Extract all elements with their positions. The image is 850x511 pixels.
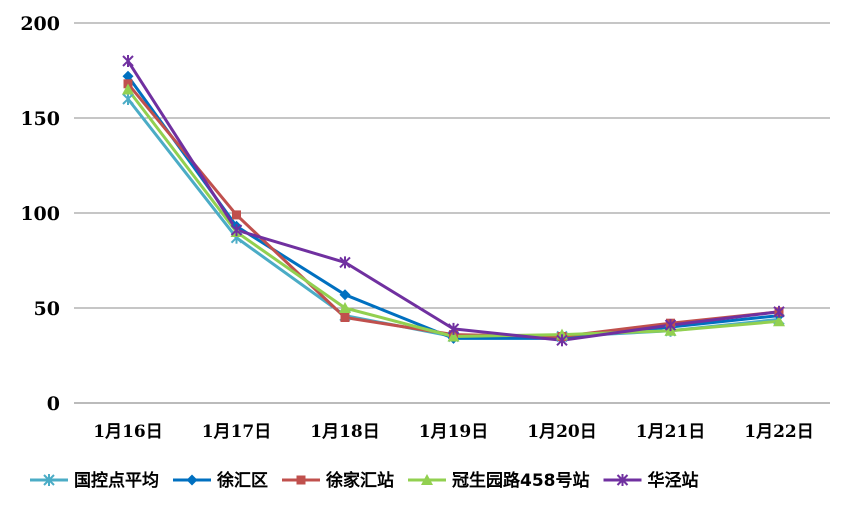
data-point [339,302,351,313]
data-point [773,315,785,327]
legend-label: 华泾站 [648,470,699,491]
x-tick-label: 1月17日 [202,422,272,442]
data-point [664,319,677,332]
data-point [232,210,241,220]
data-point [339,289,351,301]
x-tick-label: 1月19日 [419,422,489,442]
data-point [122,70,134,82]
legend-marker [421,474,433,485]
data-point [122,55,134,67]
data-point [556,334,568,347]
y-axis-tick-labels: 0 50 100 150 200 [20,13,60,415]
data-point [447,330,460,342]
legend-item-3: 冠生园路458号站 [408,470,590,491]
series-markers-4 [122,55,785,347]
series-markers [122,55,785,347]
series-lines [126,60,780,342]
legend-marker [296,475,306,485]
legend-marker [616,474,629,486]
data-point [773,305,785,318]
x-tick-label: 1月21日 [636,422,706,442]
data-point [122,83,134,95]
y-tick-label-150: 150 [20,108,60,130]
x-tick-label: 1月16日 [93,422,163,442]
legend-label: 徐汇区 [216,470,268,491]
legend-marker [43,474,55,486]
x-axis-tick-labels: 1月16日 1月17日 1月18日 1月19日 1月20日 1月21日 1月22日 [93,422,814,442]
legend-label: 国控点平均 [74,470,159,491]
data-point [340,313,350,322]
legend-label: 冠生园路458号站 [452,470,590,491]
series-line-1 [126,75,780,340]
legend-label: 徐家汇站 [325,470,394,491]
x-tick-label: 1月22日 [744,422,814,442]
legend-item-0: 国控点平均 [30,470,159,491]
legend-marker [186,474,198,486]
legend: 国控点平均 徐汇区 徐家汇站 冠生园路458号站 华泾站 [30,470,699,491]
legend-item-1: 徐汇区 [173,470,268,491]
data-point [447,322,460,335]
y-tick-label-200: 200 [20,13,60,35]
gridlines [74,22,830,404]
x-tick-label: 1月18日 [310,422,380,442]
y-tick-label-50: 50 [34,298,60,320]
legend-item-4: 华泾站 [603,470,699,491]
legend-item-2: 徐家汇站 [282,470,394,491]
data-point [122,93,134,105]
data-point [230,224,243,237]
y-tick-label-0: 0 [47,393,60,415]
x-tick-label: 1月20日 [527,422,597,442]
data-point [339,256,351,269]
y-tick-label-100: 100 [20,203,60,225]
